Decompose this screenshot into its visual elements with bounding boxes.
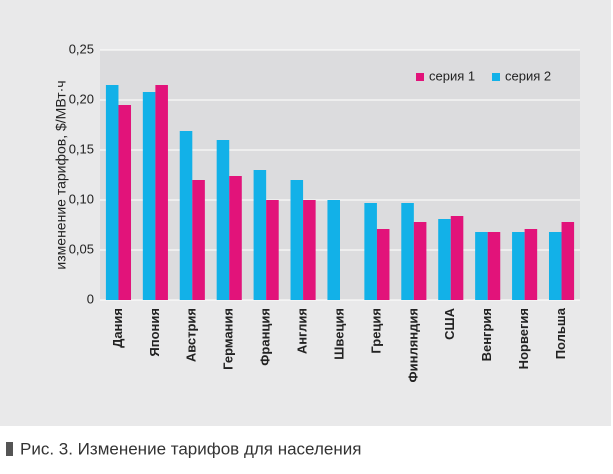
bar bbox=[376, 229, 390, 300]
x-tick-label: Австрия bbox=[184, 308, 199, 362]
bar bbox=[548, 232, 562, 300]
caption-marker bbox=[6, 442, 13, 456]
x-tick-label: Япония bbox=[147, 308, 162, 357]
bar bbox=[192, 180, 205, 300]
x-tick-label: США bbox=[442, 307, 457, 339]
y-tick-label: 0,20 bbox=[69, 91, 94, 106]
bar bbox=[290, 180, 304, 300]
bar bbox=[327, 200, 340, 300]
x-tick-label: Швеция bbox=[331, 308, 346, 360]
legend-label: серия 1 bbox=[429, 68, 475, 83]
bar bbox=[413, 222, 427, 300]
bar bbox=[253, 170, 267, 300]
x-tick-label: Дания bbox=[110, 308, 125, 348]
x-tick-label: Финляндия bbox=[405, 308, 420, 382]
y-axis-label: изменение тарифов, $/МВт·ч bbox=[53, 80, 69, 269]
bar bbox=[229, 176, 242, 300]
bar bbox=[105, 85, 119, 300]
bar bbox=[475, 232, 488, 300]
y-tick-label: 0,15 bbox=[69, 141, 94, 156]
bar bbox=[155, 85, 168, 300]
bar bbox=[438, 219, 451, 300]
x-tick-label: Англия bbox=[295, 308, 310, 354]
bar bbox=[512, 232, 525, 300]
bar bbox=[364, 203, 377, 300]
bar bbox=[450, 216, 464, 300]
bar bbox=[561, 222, 575, 300]
bar bbox=[303, 200, 316, 300]
x-tick-label: Норвегия bbox=[516, 308, 531, 369]
bar bbox=[266, 200, 279, 300]
bar bbox=[216, 140, 230, 300]
y-tick-label: 0,10 bbox=[69, 191, 94, 206]
x-tick-label: Венгрия bbox=[479, 308, 494, 361]
y-tick-label: 0,05 bbox=[69, 241, 94, 256]
bar bbox=[401, 203, 414, 300]
y-tick-label: 0 bbox=[87, 291, 94, 306]
legend-label: серия 2 bbox=[505, 68, 551, 83]
y-tick-label: 0,25 bbox=[69, 41, 94, 56]
bar bbox=[118, 105, 132, 300]
bar bbox=[179, 131, 193, 300]
x-tick-label: Франция bbox=[258, 308, 273, 366]
legend-swatch bbox=[416, 73, 424, 81]
bar bbox=[487, 232, 501, 300]
caption: Рис. 3. Изменение тарифов для населения bbox=[20, 439, 361, 458]
legend-swatch bbox=[492, 73, 500, 81]
bar bbox=[142, 92, 156, 300]
x-tick-label: Германия bbox=[221, 308, 236, 370]
x-tick-label: Греция bbox=[368, 308, 383, 354]
x-tick-label: Польша bbox=[553, 307, 568, 359]
bar bbox=[524, 229, 538, 300]
